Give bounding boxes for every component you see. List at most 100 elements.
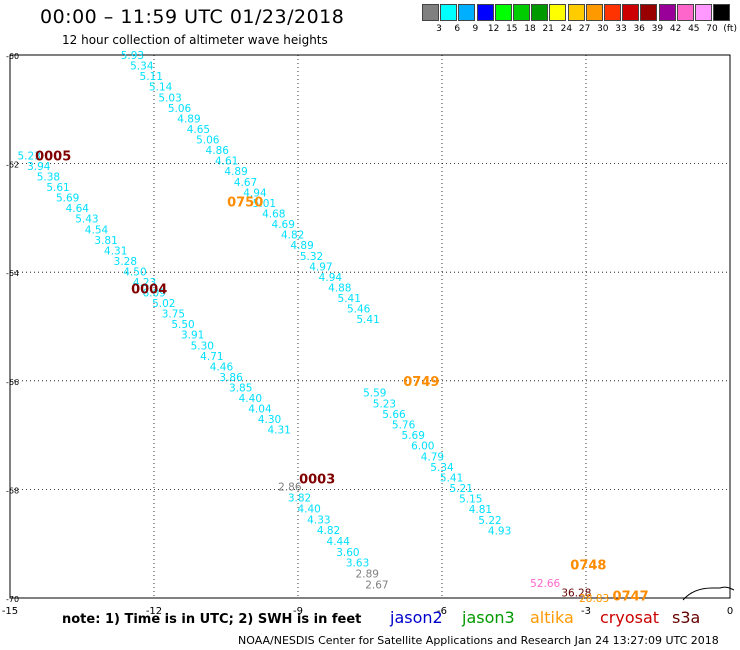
legend-label: 39 <box>651 24 664 34</box>
mission-label-altika: altika <box>530 608 574 627</box>
track-time-label: 0004 <box>131 282 167 297</box>
wave-height-value: 4.64 <box>66 203 90 215</box>
wave-height-value: 4.31 <box>267 425 290 437</box>
lat-tick-label: -60 <box>6 52 19 61</box>
lat-tick-label: -64 <box>6 269 19 278</box>
wave-height-value: 5.50 <box>171 319 194 331</box>
wave-height-value: 4.30 <box>258 414 281 426</box>
wave-height-value: 6.09 <box>142 288 165 300</box>
wave-height-value: 5.06 <box>168 103 192 115</box>
legend-label: 18 <box>524 24 536 34</box>
lon-tick-label: -9 <box>293 606 303 617</box>
mission-label-jason2: jason2 <box>390 608 443 627</box>
wave-height-value: 5.06 <box>196 135 220 147</box>
wave-height-value: 2.89 <box>356 569 379 581</box>
lat-tick-label: -62 <box>6 161 19 170</box>
wave-height-value: 4.31 <box>104 245 127 257</box>
wave-height-value: 5.41 <box>440 472 463 484</box>
wave-height-value: 5.23 <box>18 150 41 162</box>
wave-height-value: 4.65 <box>187 124 210 136</box>
wave-height-value: 5.02 <box>152 298 175 310</box>
wave-height-value: 4.67 <box>234 177 257 189</box>
wave-height-value: 5.41 <box>356 314 379 326</box>
wave-height-value: 5.34 <box>130 61 154 73</box>
wave-height-value: 3.86 <box>219 372 243 384</box>
wave-height-value: 4.44 <box>327 536 351 548</box>
chart-subtitle: 12 hour collection of altimeter wave hei… <box>62 33 328 47</box>
wave-height-value: 4.88 <box>328 282 351 294</box>
wave-height-value: 3.82 <box>288 493 311 505</box>
wave-height-value: 4.82 <box>317 525 340 537</box>
wave-height-value: 4.97 <box>309 261 332 273</box>
wave-height-value: 4.61 <box>215 156 238 168</box>
mission-label-s3a: s3a <box>672 608 701 627</box>
wave-height-value: 4.40 <box>297 503 320 515</box>
wave-height-value: 4.93 <box>488 525 511 537</box>
legend-label: 15 <box>506 24 518 34</box>
wave-height-value: 3.85 <box>229 382 252 394</box>
wave-height-value: 4.69 <box>272 219 295 231</box>
legend-swatch <box>604 4 621 21</box>
legend-swatch <box>513 4 530 21</box>
wave-height-value: 5.43 <box>75 214 98 226</box>
wave-height-value: 4.46 <box>210 361 234 373</box>
legend-swatch <box>476 4 494 21</box>
legend-label: 70 <box>706 24 718 34</box>
wave-height-value: 4.89 <box>224 166 247 178</box>
wave-height-value: 4.04 <box>248 404 272 416</box>
wave-height-value: 5.38 <box>37 172 60 184</box>
legend-swatch <box>494 4 512 21</box>
wave-height-value: 4.81 <box>469 504 492 516</box>
legend-swatch <box>640 4 658 21</box>
legend-swatch <box>440 4 458 21</box>
wave-height-value: 3.28 <box>114 256 137 268</box>
wave-height-value: 5.22 <box>478 515 501 527</box>
map-frame <box>9 54 731 599</box>
legend-label: 42 <box>669 24 682 34</box>
units-note: note: 1) Time is in UTC; 2) SWH is in fe… <box>62 612 362 627</box>
wave-height-value: 5.14 <box>149 82 173 94</box>
wave-height-value: 5.69 <box>56 193 79 205</box>
wave-height-value: 5.34 <box>430 462 454 474</box>
legend-swatch <box>549 4 567 21</box>
legend-swatch <box>458 4 476 21</box>
wave-height-value: 3.94 <box>27 161 51 173</box>
legend-label: 33 <box>615 24 627 34</box>
wave-height-value: 3.75 <box>162 309 185 321</box>
wave-height-value: 5.93 <box>121 50 144 62</box>
legend-label: 30 <box>597 24 609 34</box>
wave-height-value: 5.69 <box>402 430 425 442</box>
wave-height-value: 4.82 <box>281 230 304 242</box>
lat-tick-label: -70 <box>6 595 19 604</box>
track-time-label: 0005 <box>35 149 71 164</box>
wave-height-value: 3.63 <box>346 558 369 570</box>
wave-height-value: 5.76 <box>392 420 416 432</box>
wave-height-value: 2.67 <box>365 579 388 591</box>
wave-height-value: 4.94 <box>243 187 267 199</box>
legend-label: 12 <box>487 24 500 34</box>
wave-height-value: 5.03 <box>158 92 181 104</box>
wave-height-value: 5.46 <box>347 304 371 316</box>
wave-height-value: 52.66 <box>530 578 560 590</box>
legend-label: 45 <box>688 24 700 34</box>
legend-swatch <box>567 4 585 21</box>
wave-height-value: 5.21 <box>450 483 473 495</box>
track-time-label: 0003 <box>299 473 335 488</box>
wave-height-value: 4.94 <box>319 272 343 284</box>
wave-height-value: 3.60 <box>336 547 359 559</box>
wave-height-value: 4.89 <box>290 240 313 252</box>
coastline <box>682 586 735 601</box>
wave-height-value: 3.81 <box>94 235 117 247</box>
color-legend: 3 6 9 12 15 18 21 24 27 30 33 36 39 42 45 70 (ft) <box>422 4 737 38</box>
lon-tick-label: 0 <box>727 606 733 617</box>
legend-label: 3 <box>436 24 442 34</box>
wave-height-value: 4.89 <box>177 113 200 125</box>
legend-swatch <box>676 4 694 21</box>
wave-height-value: 4.71 <box>200 351 223 363</box>
legend-swatch <box>658 4 676 21</box>
wave-height-value: 5.59 <box>363 388 386 400</box>
wave-height-value: 4.79 <box>421 451 444 463</box>
lon-tick-label: -6 <box>437 606 447 617</box>
track-time-label: 0747 <box>613 589 649 604</box>
wave-height-value: 5.61 <box>46 182 69 194</box>
